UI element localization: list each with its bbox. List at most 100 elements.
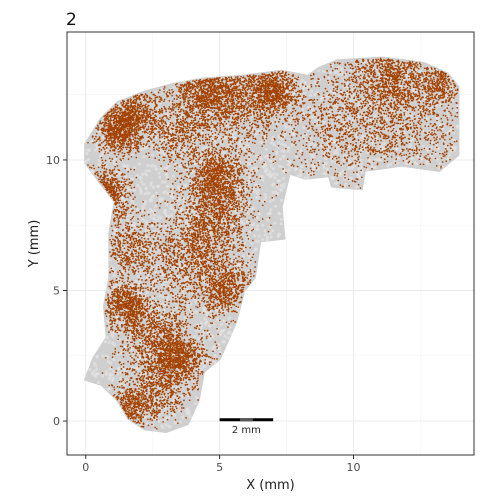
cell-point — [126, 104, 128, 106]
cell-point — [139, 107, 142, 110]
cell-point — [171, 94, 173, 97]
tissue-spot — [108, 257, 112, 262]
cell-point — [222, 125, 225, 127]
tissue-spot — [141, 217, 145, 221]
cell-point — [119, 133, 122, 136]
tissue-spot — [183, 276, 188, 280]
cell-point — [144, 130, 147, 133]
panel-tag: 2 — [66, 10, 77, 30]
tissue-spot — [350, 98, 354, 102]
cell-point — [248, 99, 251, 102]
cell-point — [141, 121, 143, 123]
tissue-spot — [160, 315, 164, 319]
cell-point — [118, 125, 120, 128]
cell-point — [241, 88, 244, 91]
cell-point — [246, 89, 249, 91]
cell-point — [98, 143, 101, 146]
cell-point — [206, 126, 208, 129]
cell-point — [125, 130, 127, 133]
cell-point — [135, 123, 137, 125]
cell-point — [118, 118, 121, 121]
tissue-spot — [368, 88, 372, 92]
cell-point — [112, 107, 115, 110]
tissue-spot — [359, 162, 364, 166]
cell-point — [217, 113, 220, 116]
tissue-spot — [177, 186, 181, 190]
cell-point — [102, 146, 105, 149]
cell-point — [115, 135, 117, 138]
tissue-spot — [370, 165, 374, 169]
cell-point — [124, 110, 127, 113]
cell-point — [137, 138, 140, 140]
cell-point — [142, 136, 144, 139]
tissue-spot — [105, 288, 110, 292]
cell-point — [213, 79, 216, 82]
tissue-spot — [282, 170, 286, 174]
tissue-spot — [260, 238, 264, 242]
tissue-spot — [138, 186, 142, 190]
cell-point — [201, 113, 204, 115]
cell-point — [143, 121, 146, 123]
tissue-spot — [256, 239, 260, 243]
cell-point — [98, 148, 101, 150]
cell-point — [235, 122, 237, 124]
tissue-spot — [421, 144, 425, 149]
cell-point — [236, 139, 239, 141]
tissue-spot — [278, 157, 283, 161]
tissue-spot — [246, 143, 250, 147]
cell-point — [245, 103, 247, 106]
tissue-spot — [313, 93, 317, 97]
cell-point — [110, 119, 113, 122]
cell-point — [109, 115, 112, 118]
cell-point — [110, 139, 112, 141]
cell-point — [145, 112, 148, 115]
cell-point — [155, 104, 158, 107]
cell-point — [111, 116, 114, 119]
cell-point — [100, 149, 103, 151]
cell-point — [237, 75, 239, 78]
tissue-spot — [138, 281, 142, 285]
cell-point — [188, 93, 191, 96]
cell-point — [238, 109, 240, 112]
tissue-spot — [93, 148, 97, 152]
cell-point — [113, 144, 116, 147]
tissue-spot — [141, 205, 145, 209]
tissue-spot — [347, 116, 351, 120]
cell-point — [113, 146, 116, 148]
tissue-spot — [220, 322, 224, 327]
cell-point — [111, 136, 114, 139]
tissue-spot — [283, 143, 287, 147]
cell-point — [236, 105, 239, 108]
tissue-spot — [159, 167, 163, 171]
tissue-spot — [152, 213, 157, 217]
tissue-spot — [268, 175, 272, 179]
cell-point — [236, 99, 238, 102]
cell-point — [143, 95, 146, 97]
cell-point — [260, 119, 263, 122]
cell-point — [133, 105, 135, 107]
cell-point — [103, 125, 106, 128]
tissue-spot — [187, 412, 191, 416]
cell-point — [122, 103, 124, 106]
cell-point — [219, 127, 222, 129]
tissue-spot — [110, 379, 115, 383]
cell-point — [107, 140, 110, 142]
cell-point — [121, 111, 123, 113]
tissue-spot — [163, 208, 167, 212]
cell-point — [235, 76, 237, 78]
cell-point — [220, 146, 223, 149]
cell-point — [222, 136, 225, 138]
tissue-spot — [145, 290, 149, 294]
cell-point — [221, 131, 224, 133]
tissue-spot — [396, 156, 401, 160]
tissue-spot — [97, 380, 101, 385]
cell-point — [95, 135, 97, 138]
cell-point — [253, 142, 256, 145]
tissue-spot — [425, 146, 429, 150]
cell-point — [105, 143, 108, 146]
tissue-spot — [410, 138, 414, 142]
tissue-spot — [242, 247, 246, 251]
cell-point — [259, 117, 262, 120]
cell-point — [165, 92, 168, 95]
tissue-spot — [136, 183, 140, 188]
